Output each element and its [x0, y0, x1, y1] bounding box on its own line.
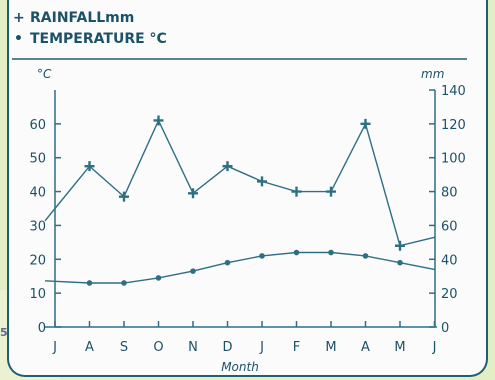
x-axis-tick-label: M: [394, 340, 405, 355]
x-axis-tick-label: M: [325, 340, 336, 355]
right-axis-tick-label: 0: [441, 321, 449, 336]
temperature-point: [362, 253, 369, 259]
rainfall-point: [326, 186, 336, 197]
x-axis-label: Month: [221, 360, 259, 374]
temperature-point: [293, 249, 300, 256]
x-axis-tick-label: J: [259, 340, 264, 355]
rainfall-point: [257, 176, 267, 187]
x-axis-tick-label: J: [432, 340, 437, 355]
temperature-line: [44, 251, 435, 284]
left-axis-tick-label: 40: [29, 186, 46, 201]
right-axis-tick-label: 40: [441, 253, 458, 268]
x-axis-tick-label: A: [361, 340, 370, 355]
right-axis-tick-label: 20: [441, 287, 458, 302]
legend-temperature-symbol: •: [14, 31, 23, 47]
left-axis-tick-label: 0: [38, 321, 46, 336]
x-axis-tick-label: J: [52, 340, 57, 355]
left-axis-tick-label: 30: [29, 219, 46, 234]
x-axis-tick-label: S: [120, 340, 128, 355]
temperature-point: [121, 280, 127, 286]
right-axis-tick-label: 120: [441, 118, 466, 133]
temperature-point: [155, 275, 162, 281]
rainfall-point: [119, 191, 129, 202]
right-axis-tick-label: 100: [441, 152, 466, 167]
rainfall-line: [44, 118, 435, 247]
legend-temperature-label: TEMPERATURE °C: [30, 31, 167, 47]
x-axis-tick-label: F: [293, 340, 300, 355]
rainfall-point: [84, 161, 95, 172]
left-axis-unit: °C: [37, 67, 52, 81]
temperature-point: [224, 259, 231, 266]
rainfall-point: [222, 161, 233, 172]
legend-rainfall-symbol: +: [13, 10, 25, 26]
right-axis-tick-label: 60: [441, 219, 458, 234]
x-axis-tick-label: D: [222, 340, 232, 355]
rainfall-point: [153, 115, 164, 126]
right-axis-tick-label: 140: [441, 84, 466, 99]
x-axis-tick-label: O: [153, 340, 163, 355]
temperature-point: [259, 253, 265, 259]
temperature-point: [190, 268, 196, 274]
left-axis-tick-label: 60: [29, 118, 46, 133]
x-axis-tick-label: N: [188, 340, 198, 355]
left-axis-tick-label: 50: [29, 152, 46, 167]
legend: + RAINFALLmm • TEMPERATURE °C: [13, 10, 167, 47]
left-axis-tick-label: 20: [29, 253, 46, 268]
x-axis-tick-label: A: [85, 340, 94, 355]
right-axis-tick-label: 80: [441, 186, 458, 201]
rainfall-point: [395, 240, 405, 251]
temperature-point: [397, 259, 403, 266]
temperature-point: [328, 249, 334, 256]
rainfall-point: [291, 186, 302, 197]
rainfall-point: [188, 188, 198, 199]
left-axis-tick-label: 10: [29, 287, 46, 302]
temperature-point: [86, 280, 93, 286]
rainfall-point: [360, 118, 371, 129]
right-axis-unit: mm: [421, 67, 444, 81]
chart-card: [7, 0, 488, 377]
legend-rainfall-label: RAINFALLmm: [30, 10, 134, 26]
